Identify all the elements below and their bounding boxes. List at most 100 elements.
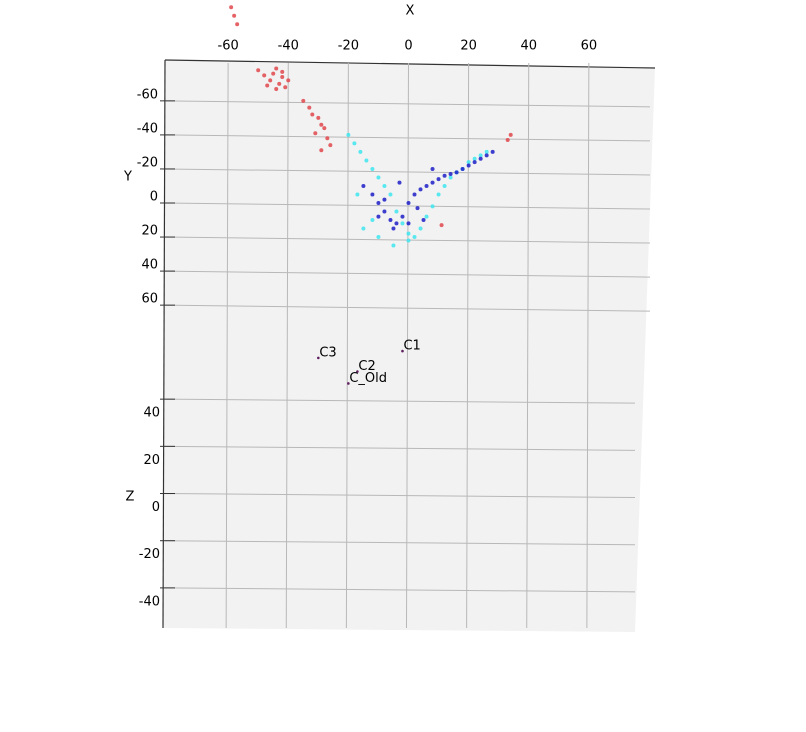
data-point [301,98,306,103]
data-point [439,223,444,228]
data-point [229,5,234,10]
y-tick-label: -20 [137,155,158,170]
data-point [472,156,477,161]
x-axis-line [164,59,656,69]
grid-line [164,540,636,546]
data-point [325,136,330,141]
annotation-point [356,370,359,373]
data-point [448,175,453,180]
annotation-label: C3 [319,345,336,360]
data-point [370,166,375,171]
x-tick-label: -60 [218,39,239,54]
y-tick-label: 40 [141,258,158,273]
data-point [430,204,435,209]
data-point [484,149,489,154]
y-tick-label: -60 [137,87,158,102]
data-point [382,197,387,202]
data-point [466,160,471,165]
data-point [286,78,291,83]
grid-line [285,62,289,629]
data-point [268,78,273,83]
data-point [430,180,435,185]
z-tick-label: -40 [139,594,160,609]
annotation-point [401,349,404,353]
data-point [382,209,387,214]
z-tick-label: 20 [143,453,160,468]
data-point [328,143,333,148]
x-tick-label: 0 [404,39,412,54]
grid-line [345,62,349,629]
data-point [235,22,240,27]
data-point [271,71,276,76]
data-point [397,180,402,185]
data-point [280,75,285,80]
data-point [415,206,420,211]
grid-line [164,587,636,593]
x-tick-label: -20 [338,39,359,54]
data-point [388,192,393,197]
data-point [400,221,405,226]
data-point [454,170,459,175]
grid-line [164,202,651,210]
x-tick-label: 60 [581,39,598,54]
data-point [466,163,471,168]
data-point [412,235,417,240]
data-point [313,131,318,136]
data-point [358,149,363,154]
data-point [406,238,411,243]
data-point [478,153,483,158]
grid-line [164,304,651,312]
data-point [472,160,477,165]
y-tick-label: -40 [137,121,158,136]
data-point [484,153,489,158]
data-point [361,226,366,231]
data-point [307,105,312,110]
data-point [316,115,321,120]
x-tick-label: 40 [520,39,537,54]
data-point [394,209,399,214]
data-point [370,218,375,223]
data-point [277,81,282,86]
data-point [376,201,381,205]
data-point [460,166,465,171]
data-point [400,214,405,219]
y-tick-label: 0 [150,190,158,205]
annotation-label: C1 [403,339,420,354]
data-point [508,132,513,137]
data-point [280,69,285,74]
annotation-point [347,382,350,385]
data-point [274,86,279,91]
data-point [421,218,426,223]
data-point [436,192,441,197]
data-point [364,158,369,163]
grid-line [164,134,651,142]
data-point [448,172,453,177]
data-point [418,187,423,192]
data-point [322,126,327,131]
data-point [418,226,423,231]
grid-line [164,398,636,404]
data-point [283,85,288,90]
z-tick-label: 40 [143,406,160,421]
data-point [406,221,411,226]
data-point [490,149,495,154]
data-point [406,231,411,236]
data-point [430,166,435,171]
data-point [262,73,267,78]
data-point [391,243,396,248]
pane [163,60,655,632]
x-tick-label: -40 [278,39,299,54]
data-point [382,183,387,188]
grid-line [466,62,470,629]
grid-line [405,62,409,629]
data-point [256,68,261,73]
grid-line [526,62,530,629]
data-point [424,214,429,219]
data-point [478,156,483,161]
grid-line [164,100,651,108]
data-point [391,226,396,231]
x-tick-label: 20 [460,39,477,54]
data-point [376,235,381,240]
data-point [274,66,279,71]
